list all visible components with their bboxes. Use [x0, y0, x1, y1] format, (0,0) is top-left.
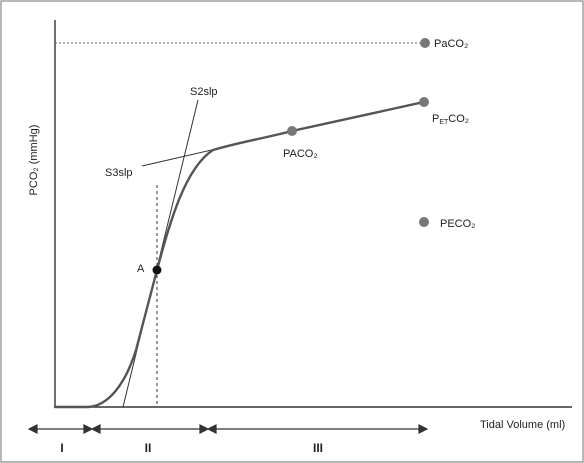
petco2-label-sub: ET — [439, 119, 449, 126]
petco2-point — [419, 97, 429, 107]
petco2-label: PETCO₂ — [432, 113, 469, 126]
peco2-point — [419, 217, 429, 227]
paco2-arterial-label: PaCO₂ — [434, 38, 468, 50]
paco2-alveolar-point — [287, 126, 297, 136]
point-a — [152, 265, 162, 275]
phase-1-arrow-right-head — [83, 424, 94, 434]
phase-2-arrow-right-head — [199, 424, 210, 434]
point-a-label: A — [137, 263, 145, 275]
phase-3-arrow-right-head — [418, 424, 429, 434]
petco2-label-prefix: P — [432, 113, 439, 125]
x-axis-label: Tidal Volume (ml) — [480, 419, 565, 431]
s2slp-label: S2slp — [190, 86, 218, 98]
paco2-arterial-point — [420, 38, 430, 48]
capnogram-curve — [53, 100, 426, 409]
phase-1-label: I — [60, 441, 63, 455]
phase-1-arrow-left-head — [27, 424, 38, 434]
phase-3-label: III — [313, 441, 323, 455]
phase-3-arrow-left-head — [206, 424, 217, 434]
peco2-label: PECO₂ — [440, 218, 475, 230]
paco2-alveolar-label: PACO₂ — [283, 148, 318, 160]
phase-2-label: II — [145, 441, 152, 455]
y-axis-label: PCO₂ (mmHg) — [28, 125, 40, 196]
phase-arrows — [27, 424, 429, 434]
s3slp-label: S3slp — [105, 167, 133, 179]
petco2-label-suffix: CO₂ — [448, 113, 469, 125]
phase-2-arrow-left-head — [90, 424, 101, 434]
